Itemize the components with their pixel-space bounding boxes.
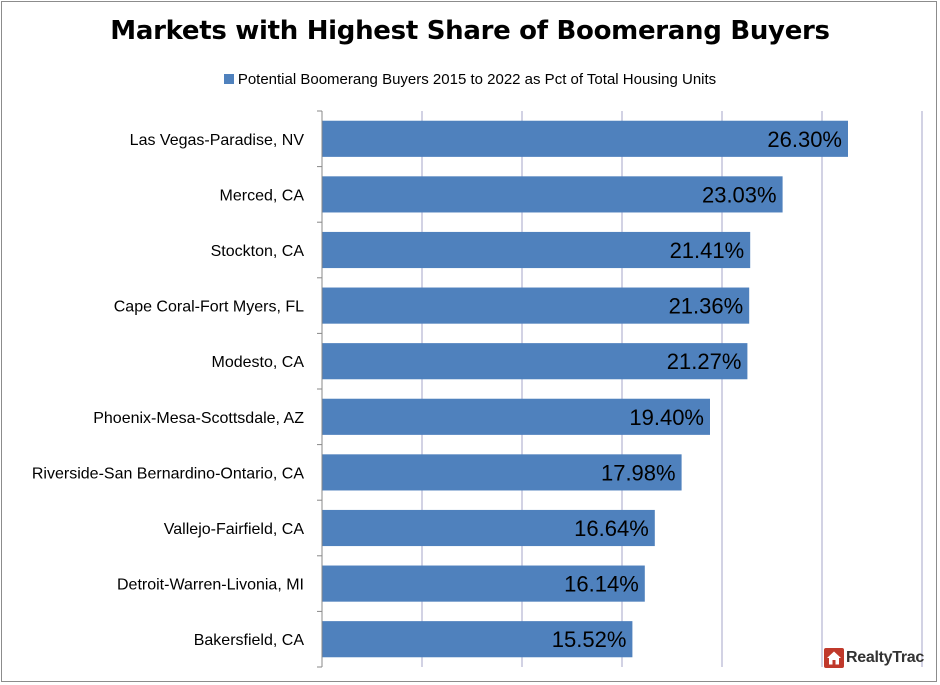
category-label: Phoenix-Mesa-Scottsdale, AZ (93, 410, 304, 427)
bar (322, 176, 783, 213)
bar (322, 231, 751, 269)
bar (322, 343, 748, 380)
category-label: Bakersfield, CA (194, 632, 305, 649)
data-label: 17.98% (601, 460, 676, 485)
logo-text: RealtyTrac (846, 649, 924, 666)
bar (322, 509, 655, 547)
data-label: 21.36% (669, 294, 744, 319)
chart-title: Markets with Highest Share of Boomerang … (110, 16, 830, 46)
data-label: 16.14% (564, 572, 639, 597)
data-label: 15.52% (552, 627, 627, 652)
bar (322, 454, 682, 491)
category-label: Modesto, CA (212, 354, 305, 371)
data-label: 21.27% (667, 349, 742, 374)
chart-legend: Potential Boomerang Buyers 2015 to 2022 … (0, 71, 940, 88)
category-label: Las Vegas-Paradise, NV (130, 132, 305, 149)
house-icon (824, 648, 844, 668)
bar (322, 398, 710, 435)
bar (322, 287, 750, 324)
category-label: Vallejo-Fairfield, CA (164, 521, 305, 538)
bar (322, 120, 848, 157)
category-label: Stockton, CA (211, 243, 305, 260)
realtytrac-logo: RealtyTrac (824, 647, 924, 669)
bar (322, 565, 645, 602)
legend-label: Potential Boomerang Buyers 2015 to 2022 … (237, 71, 717, 88)
category-label: Detroit-Warren-Livonia, MI (117, 577, 304, 594)
category-label: Riverside-San Bernardino-Ontario, CA (32, 465, 304, 482)
legend-swatch (223, 74, 234, 84)
category-label: Cape Coral-Fort Myers, FL (114, 299, 304, 316)
data-label: 21.41% (670, 238, 745, 263)
data-label: 16.64% (574, 516, 649, 541)
data-label: 23.03% (702, 182, 777, 207)
category-label: Merced, CA (220, 187, 305, 204)
data-label: 19.40% (629, 405, 704, 430)
bar (322, 621, 633, 658)
data-label: 26.30% (767, 127, 842, 152)
